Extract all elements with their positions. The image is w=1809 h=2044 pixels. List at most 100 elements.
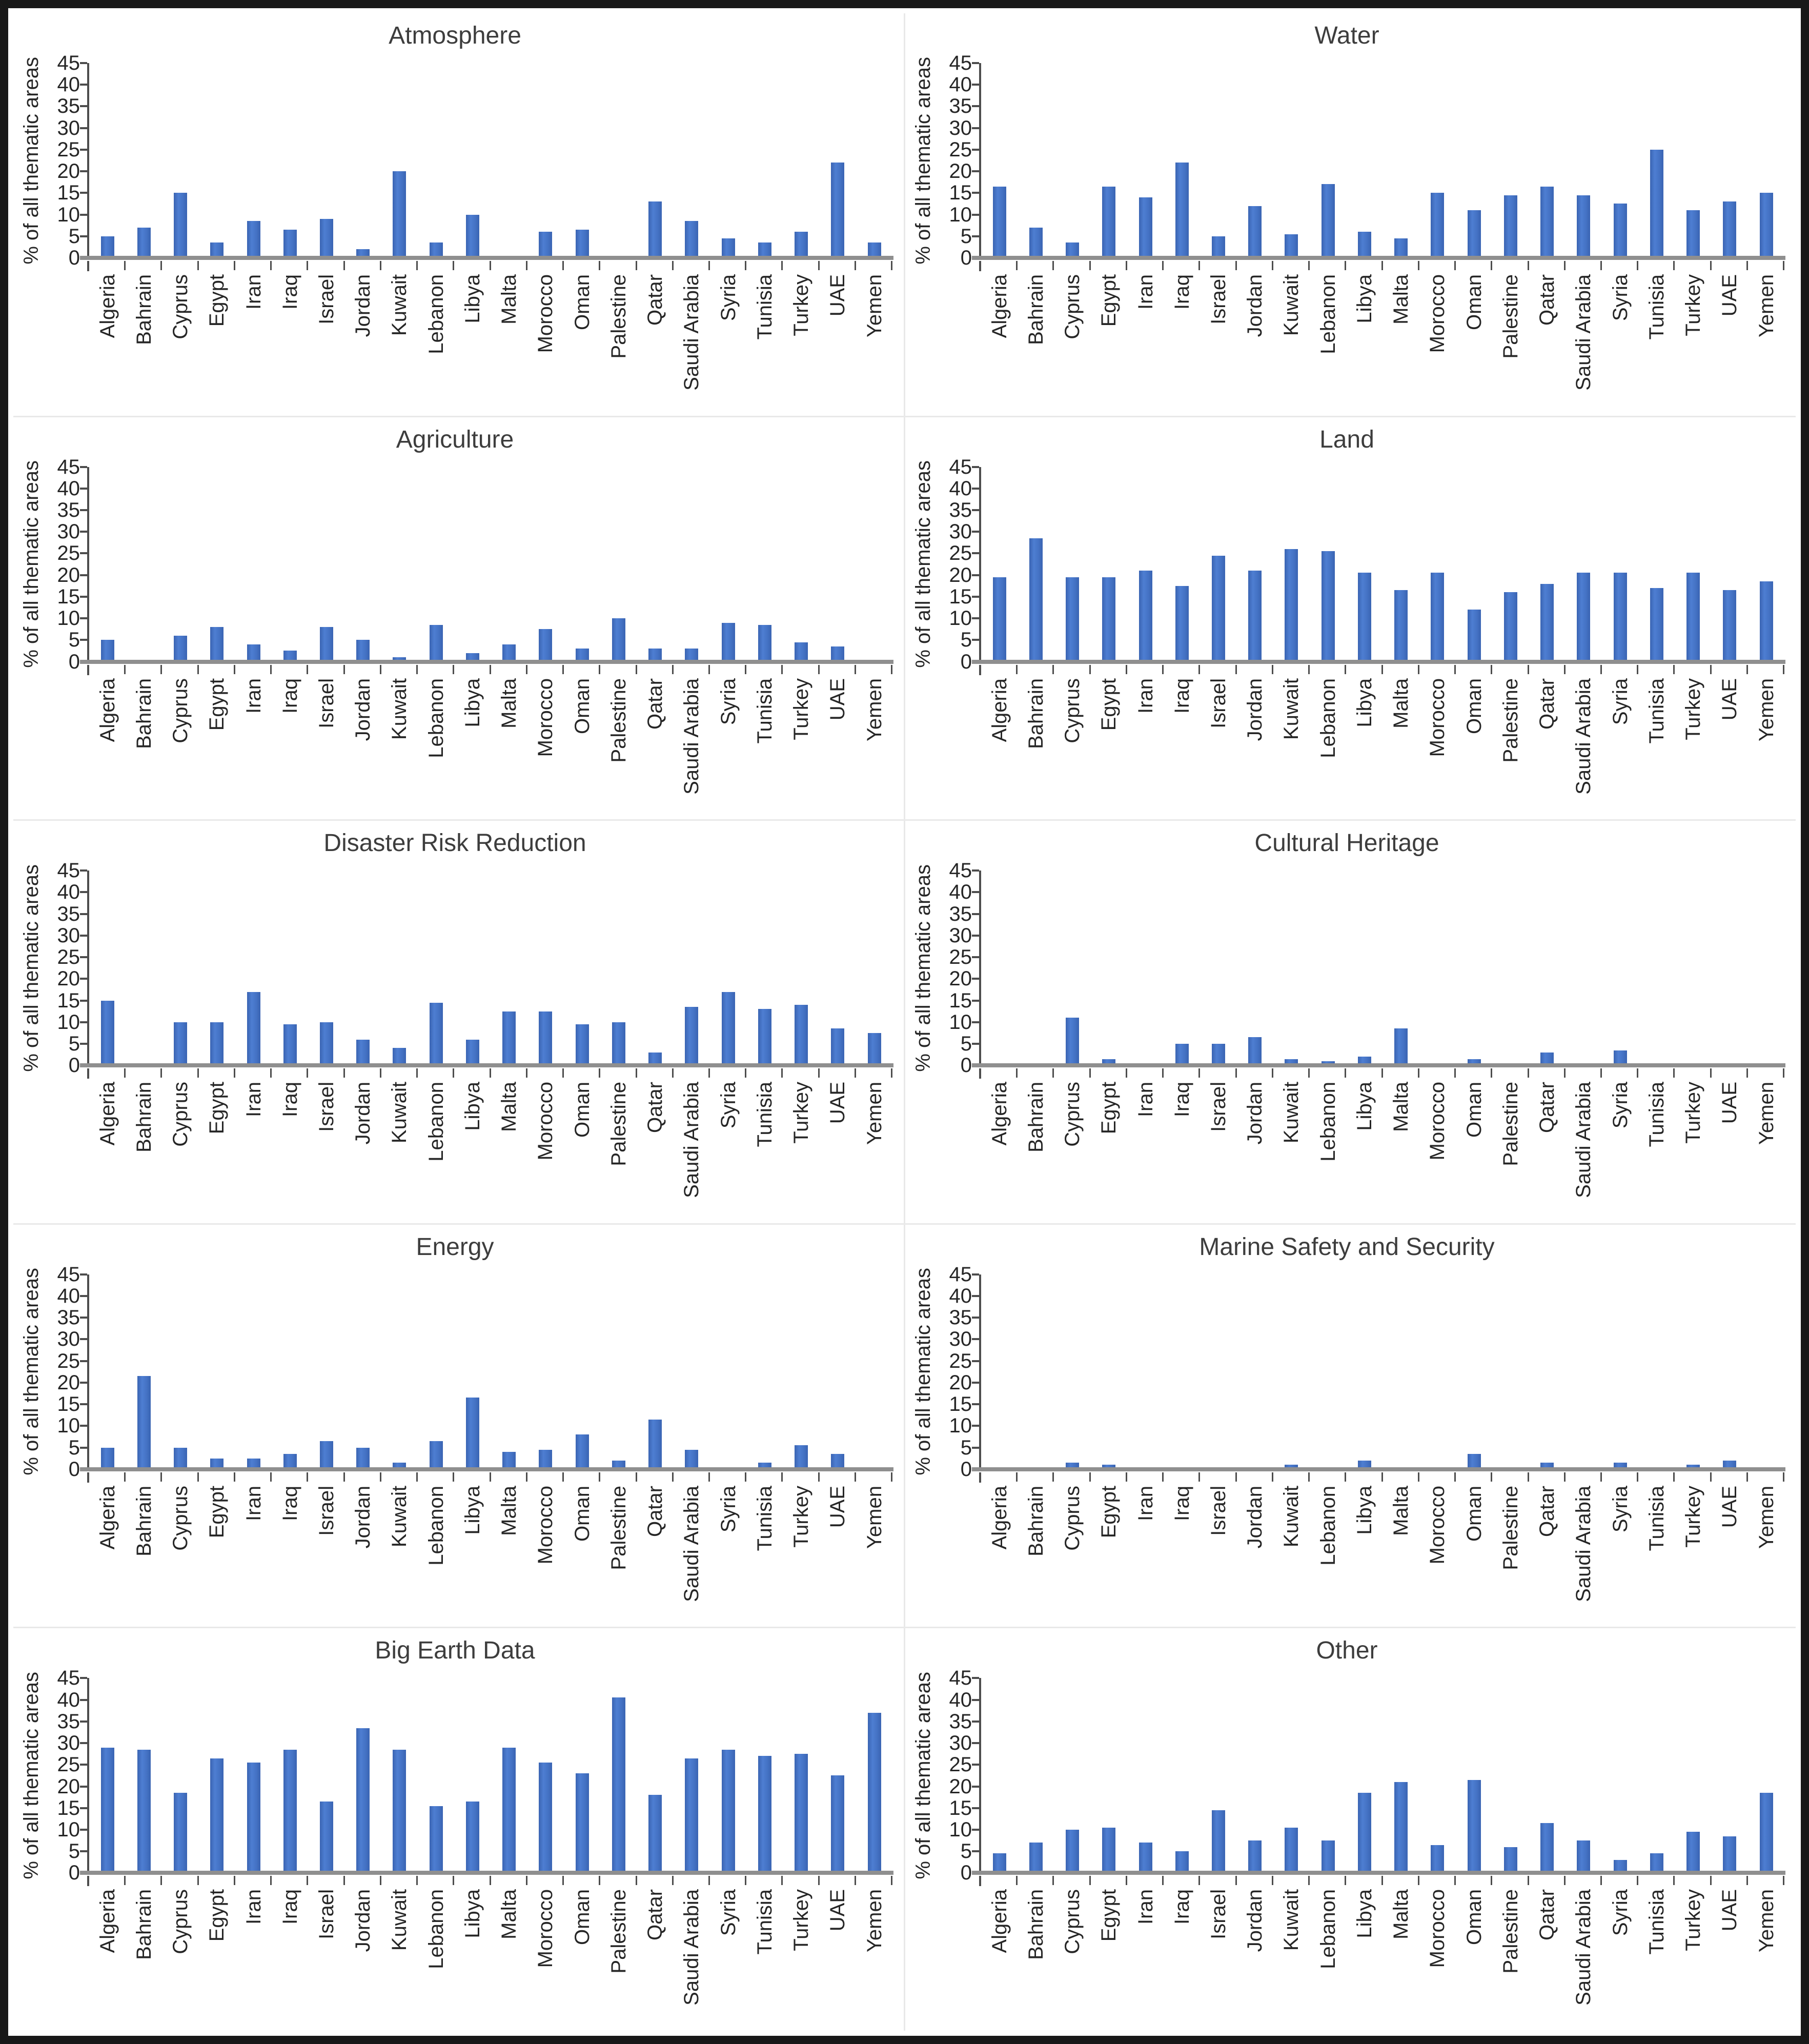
x-label-slot: Lebanon xyxy=(1310,1889,1346,2029)
x-label-palestine: Palestine xyxy=(1499,678,1522,763)
x-label-slot: Yemen xyxy=(856,1486,892,1625)
x-label-slot: Syria xyxy=(1602,1486,1638,1625)
x-label-slot: Bahrain xyxy=(126,1486,162,1625)
x-label-algeria: Algeria xyxy=(96,1889,119,1953)
bar-slot-israel xyxy=(1200,1678,1236,1873)
x-label-slot: Algeria xyxy=(89,1082,126,1221)
y-tick-mark xyxy=(972,487,979,490)
bar-slot-cyprus xyxy=(1054,1274,1090,1469)
x-label-slot: Iran xyxy=(235,1082,272,1221)
x-tick-mark xyxy=(1018,664,1054,674)
bar-lebanon xyxy=(429,242,443,258)
x-label-slot: Lebanon xyxy=(1310,1082,1346,1221)
bar-algeria xyxy=(992,186,1006,258)
x-label-algeria: Algeria xyxy=(96,678,119,742)
x-label-cyprus: Cyprus xyxy=(1061,678,1084,743)
x-label-slot: UAE xyxy=(820,1486,856,1625)
x-tick-mark xyxy=(1602,1876,1639,1886)
x-axis-line xyxy=(972,1871,1785,1875)
x-tick-mark xyxy=(1273,664,1310,674)
bar-israel xyxy=(320,219,334,258)
bar-slot-palestine xyxy=(600,1678,637,1873)
x-label-slot: UAE xyxy=(820,678,856,818)
x-axis-line xyxy=(80,256,893,260)
x-label-lebanon: Lebanon xyxy=(424,1082,448,1162)
x-label-uae: UAE xyxy=(1718,1889,1741,1932)
x-label-libya: Libya xyxy=(1353,274,1376,323)
y-tick-label: 30 xyxy=(57,1328,80,1351)
y-axis-tick-labels: 0 5 10 15 20 25 30 35 40 45 xyxy=(937,1262,979,1480)
x-label-slot: Syria xyxy=(1602,678,1638,818)
plot-area xyxy=(972,869,1785,1068)
x-tick-mark xyxy=(235,1068,272,1078)
bar-slot-malta xyxy=(1383,871,1419,1066)
bar-libya xyxy=(465,214,479,258)
x-tick-mark xyxy=(637,1876,674,1886)
x-label-kuwait: Kuwait xyxy=(388,1889,411,1951)
chart-cell-land: Land% of all thematic areas 0 5 10 15 20 25 30 3… xyxy=(905,417,1796,820)
bar-slot-morocco xyxy=(1419,871,1456,1066)
x-label-slot: Cyprus xyxy=(162,274,198,414)
x-tick-mark xyxy=(1310,664,1347,674)
bar-slot-palestine xyxy=(1492,1678,1529,1873)
x-label-morocco: Morocco xyxy=(534,678,557,757)
x-label-slot: Egypt xyxy=(1091,274,1127,414)
y-axis-title-box: % of all thematic areas xyxy=(909,858,937,1078)
bar-iraq xyxy=(283,1749,297,1873)
x-label-iraq: Iraq xyxy=(1170,274,1193,310)
bar-slot-saudi-arabia xyxy=(1566,1274,1602,1469)
x-label-slot: Iraq xyxy=(272,1889,308,2029)
bar-turkey xyxy=(1686,1465,1700,1469)
x-label-algeria: Algeria xyxy=(96,1082,119,1146)
bar-libya xyxy=(1357,1057,1371,1066)
y-tick-label: 45 xyxy=(949,1667,972,1690)
bar-slot-bahrain xyxy=(126,1678,162,1873)
x-axis-tick-marks xyxy=(979,261,1785,271)
x-label-tunisia: Tunisia xyxy=(1645,678,1668,744)
chart-water: Water% of all thematic areas 0 5 10 15 20 25 30… xyxy=(905,13,1796,416)
x-label-egypt: Egypt xyxy=(206,274,229,327)
y-tick-label: 0 xyxy=(960,247,972,269)
x-label-iran: Iran xyxy=(1134,1485,1157,1521)
x-label-slot: Syria xyxy=(710,1486,746,1625)
x-axis-labels: Algeria Bahrain Cyprus Egypt Iran Iraq Israel J… xyxy=(87,678,892,818)
plot-column: Algeria Bahrain Cyprus Egypt Iran Iraq Israel J… xyxy=(972,1666,1785,2029)
x-tick-mark xyxy=(1675,261,1712,270)
x-tick-mark xyxy=(199,261,235,270)
bar-slot-yemen xyxy=(1748,63,1784,258)
x-tick-mark xyxy=(674,1472,710,1482)
x-label-turkey: Turkey xyxy=(1682,1485,1705,1548)
x-label-slot: Algeria xyxy=(981,274,1018,414)
x-label-iran: Iran xyxy=(242,1485,265,1521)
bar-slot-saudi-arabia xyxy=(674,1274,710,1469)
x-label-slot: Yemen xyxy=(856,274,892,414)
x-label-saudi-arabia: Saudi Arabia xyxy=(1572,1485,1595,1602)
bar-syria xyxy=(721,238,735,258)
x-tick-mark xyxy=(381,261,418,270)
bar-slot-syria xyxy=(1602,871,1638,1066)
bar-slot-morocco xyxy=(1419,63,1456,258)
bar-iran xyxy=(247,221,260,258)
x-label-slot: Bahrain xyxy=(126,274,162,414)
x-tick-mark xyxy=(272,1472,309,1482)
x-tick-mark xyxy=(1456,664,1493,674)
bar-slot-iraq xyxy=(1164,1274,1200,1469)
y-tick-label: 15 xyxy=(57,585,80,608)
x-label-slot: Syria xyxy=(710,1082,746,1221)
x-label-iran: Iran xyxy=(1134,1889,1157,1925)
x-tick-mark xyxy=(1383,1068,1419,1078)
x-label-lebanon: Lebanon xyxy=(424,678,448,758)
bar-slot-cyprus xyxy=(162,871,198,1066)
y-tick-label: 40 xyxy=(57,881,80,904)
y-tick-label: 35 xyxy=(57,902,80,925)
y-tick-label: 40 xyxy=(57,1285,80,1308)
bar-morocco xyxy=(539,1763,553,1873)
x-axis-tick-marks xyxy=(87,664,893,675)
x-tick-mark xyxy=(1748,1876,1785,1886)
y-tick-label: 25 xyxy=(57,542,80,565)
x-label-slot: Cyprus xyxy=(1054,678,1090,818)
bar-bahrain xyxy=(1029,1843,1043,1873)
plot-column: Algeria Bahrain Cyprus Egypt Iran Iraq Israel J… xyxy=(80,51,893,414)
x-label-slot: Libya xyxy=(1346,678,1383,818)
bar-slot-israel xyxy=(308,1274,344,1469)
